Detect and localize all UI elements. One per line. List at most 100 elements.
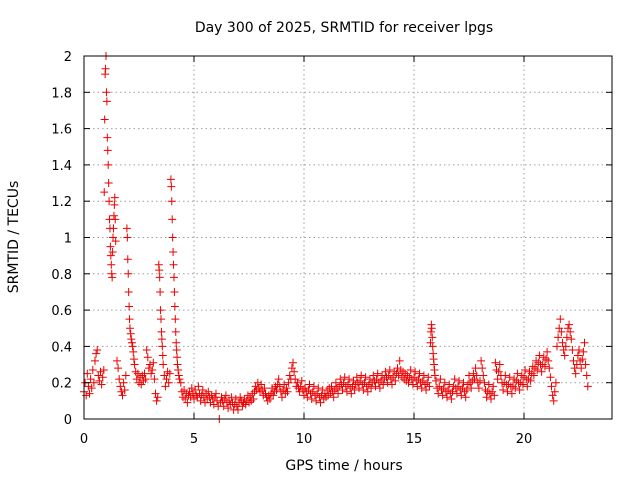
- data-point: [88, 365, 97, 374]
- data-point: [115, 375, 124, 384]
- data-point: [356, 376, 365, 385]
- data-point: [371, 382, 380, 391]
- y-tick-label: 0.8: [51, 268, 72, 283]
- data-point: [312, 396, 321, 405]
- y-tick-label: 1.4: [51, 159, 72, 174]
- data-point: [345, 375, 354, 384]
- data-point: [187, 384, 196, 393]
- data-point: [109, 211, 118, 220]
- data-point: [322, 393, 330, 402]
- data-point: [158, 351, 167, 360]
- data-point: [362, 382, 371, 391]
- data-point: [153, 393, 162, 402]
- data-point: [110, 193, 119, 202]
- data-point: [404, 378, 413, 387]
- data-point: [478, 364, 487, 373]
- data-point: [172, 338, 181, 347]
- data-point: [278, 393, 286, 402]
- data-point: [174, 371, 183, 380]
- data-point: [406, 365, 415, 374]
- axis-ticks: 00.20.40.60.811.21.41.61.820 5 10 15 20: [51, 50, 612, 447]
- data-point: [197, 391, 206, 400]
- data-point: [327, 382, 336, 391]
- data-point: [364, 380, 373, 389]
- data-point: [391, 376, 400, 385]
- data-point: [284, 378, 293, 387]
- data-point: [221, 391, 230, 400]
- data-point: [257, 380, 266, 389]
- data-point: [557, 327, 566, 336]
- data-point: [450, 375, 459, 384]
- data-point: [157, 327, 166, 336]
- y-tick-label: 0: [64, 413, 72, 428]
- data-point: [500, 378, 509, 387]
- data-point: [103, 133, 112, 142]
- data-point: [401, 369, 410, 378]
- y-tick-label: 1.6: [51, 123, 72, 138]
- data-point: [170, 302, 179, 311]
- data-point: [461, 393, 470, 402]
- data-point: [148, 365, 157, 374]
- data-point: [462, 385, 471, 394]
- data-point: [104, 179, 113, 188]
- data-point: [546, 373, 555, 382]
- data-point: [342, 387, 351, 396]
- data-point: [573, 351, 582, 360]
- data-point: [113, 356, 121, 365]
- data-point: [141, 375, 150, 384]
- data-point: [352, 373, 361, 382]
- data-point: [427, 324, 436, 333]
- x-axis-label: GPS time / hours: [285, 458, 402, 474]
- data-point: [489, 382, 498, 391]
- data-point: [395, 356, 404, 365]
- data-point: [577, 364, 586, 373]
- data-point: [533, 365, 542, 374]
- data-point: [344, 380, 352, 389]
- data-point: [515, 385, 524, 394]
- data-point: [385, 365, 394, 374]
- data-point: [274, 375, 283, 384]
- data-point: [167, 197, 176, 206]
- data-point: [503, 387, 512, 396]
- data-point: [180, 385, 189, 394]
- data-point: [131, 367, 140, 376]
- data-point: [513, 369, 522, 378]
- data-point: [105, 197, 114, 206]
- data-point: [548, 391, 557, 400]
- data-point: [511, 384, 520, 393]
- data-point: [308, 387, 317, 396]
- data-point: [579, 347, 588, 356]
- data-point: [124, 287, 133, 296]
- data-point: [346, 384, 355, 393]
- data-point: [156, 287, 165, 296]
- data-point: [149, 358, 158, 367]
- data-point: [290, 367, 299, 376]
- data-point: [580, 338, 589, 347]
- data-point: [301, 384, 310, 393]
- data-point: [347, 389, 356, 398]
- data-point: [161, 382, 170, 391]
- data-point: [114, 364, 123, 373]
- data-point: [86, 375, 95, 384]
- data-point: [372, 375, 381, 384]
- data-point: [265, 395, 274, 404]
- data-point: [415, 369, 424, 378]
- data-point: [169, 260, 178, 269]
- data-point: [217, 393, 226, 402]
- data-point: [465, 371, 473, 380]
- data-point: [146, 360, 154, 369]
- data-point: [460, 387, 469, 396]
- data-point: [458, 384, 467, 393]
- data-point: [177, 387, 186, 396]
- data-point: [463, 380, 472, 389]
- data-point: [269, 391, 278, 400]
- data-point: [393, 364, 402, 373]
- data-point: [507, 389, 516, 398]
- data-point: [334, 389, 343, 398]
- data-point: [125, 324, 134, 333]
- data-point: [129, 355, 138, 364]
- y-axis-label: SRMTID / TECUs: [6, 181, 22, 294]
- y-tick-label: 0.4: [51, 340, 72, 355]
- data-point: [363, 387, 372, 396]
- data-point: [231, 395, 240, 404]
